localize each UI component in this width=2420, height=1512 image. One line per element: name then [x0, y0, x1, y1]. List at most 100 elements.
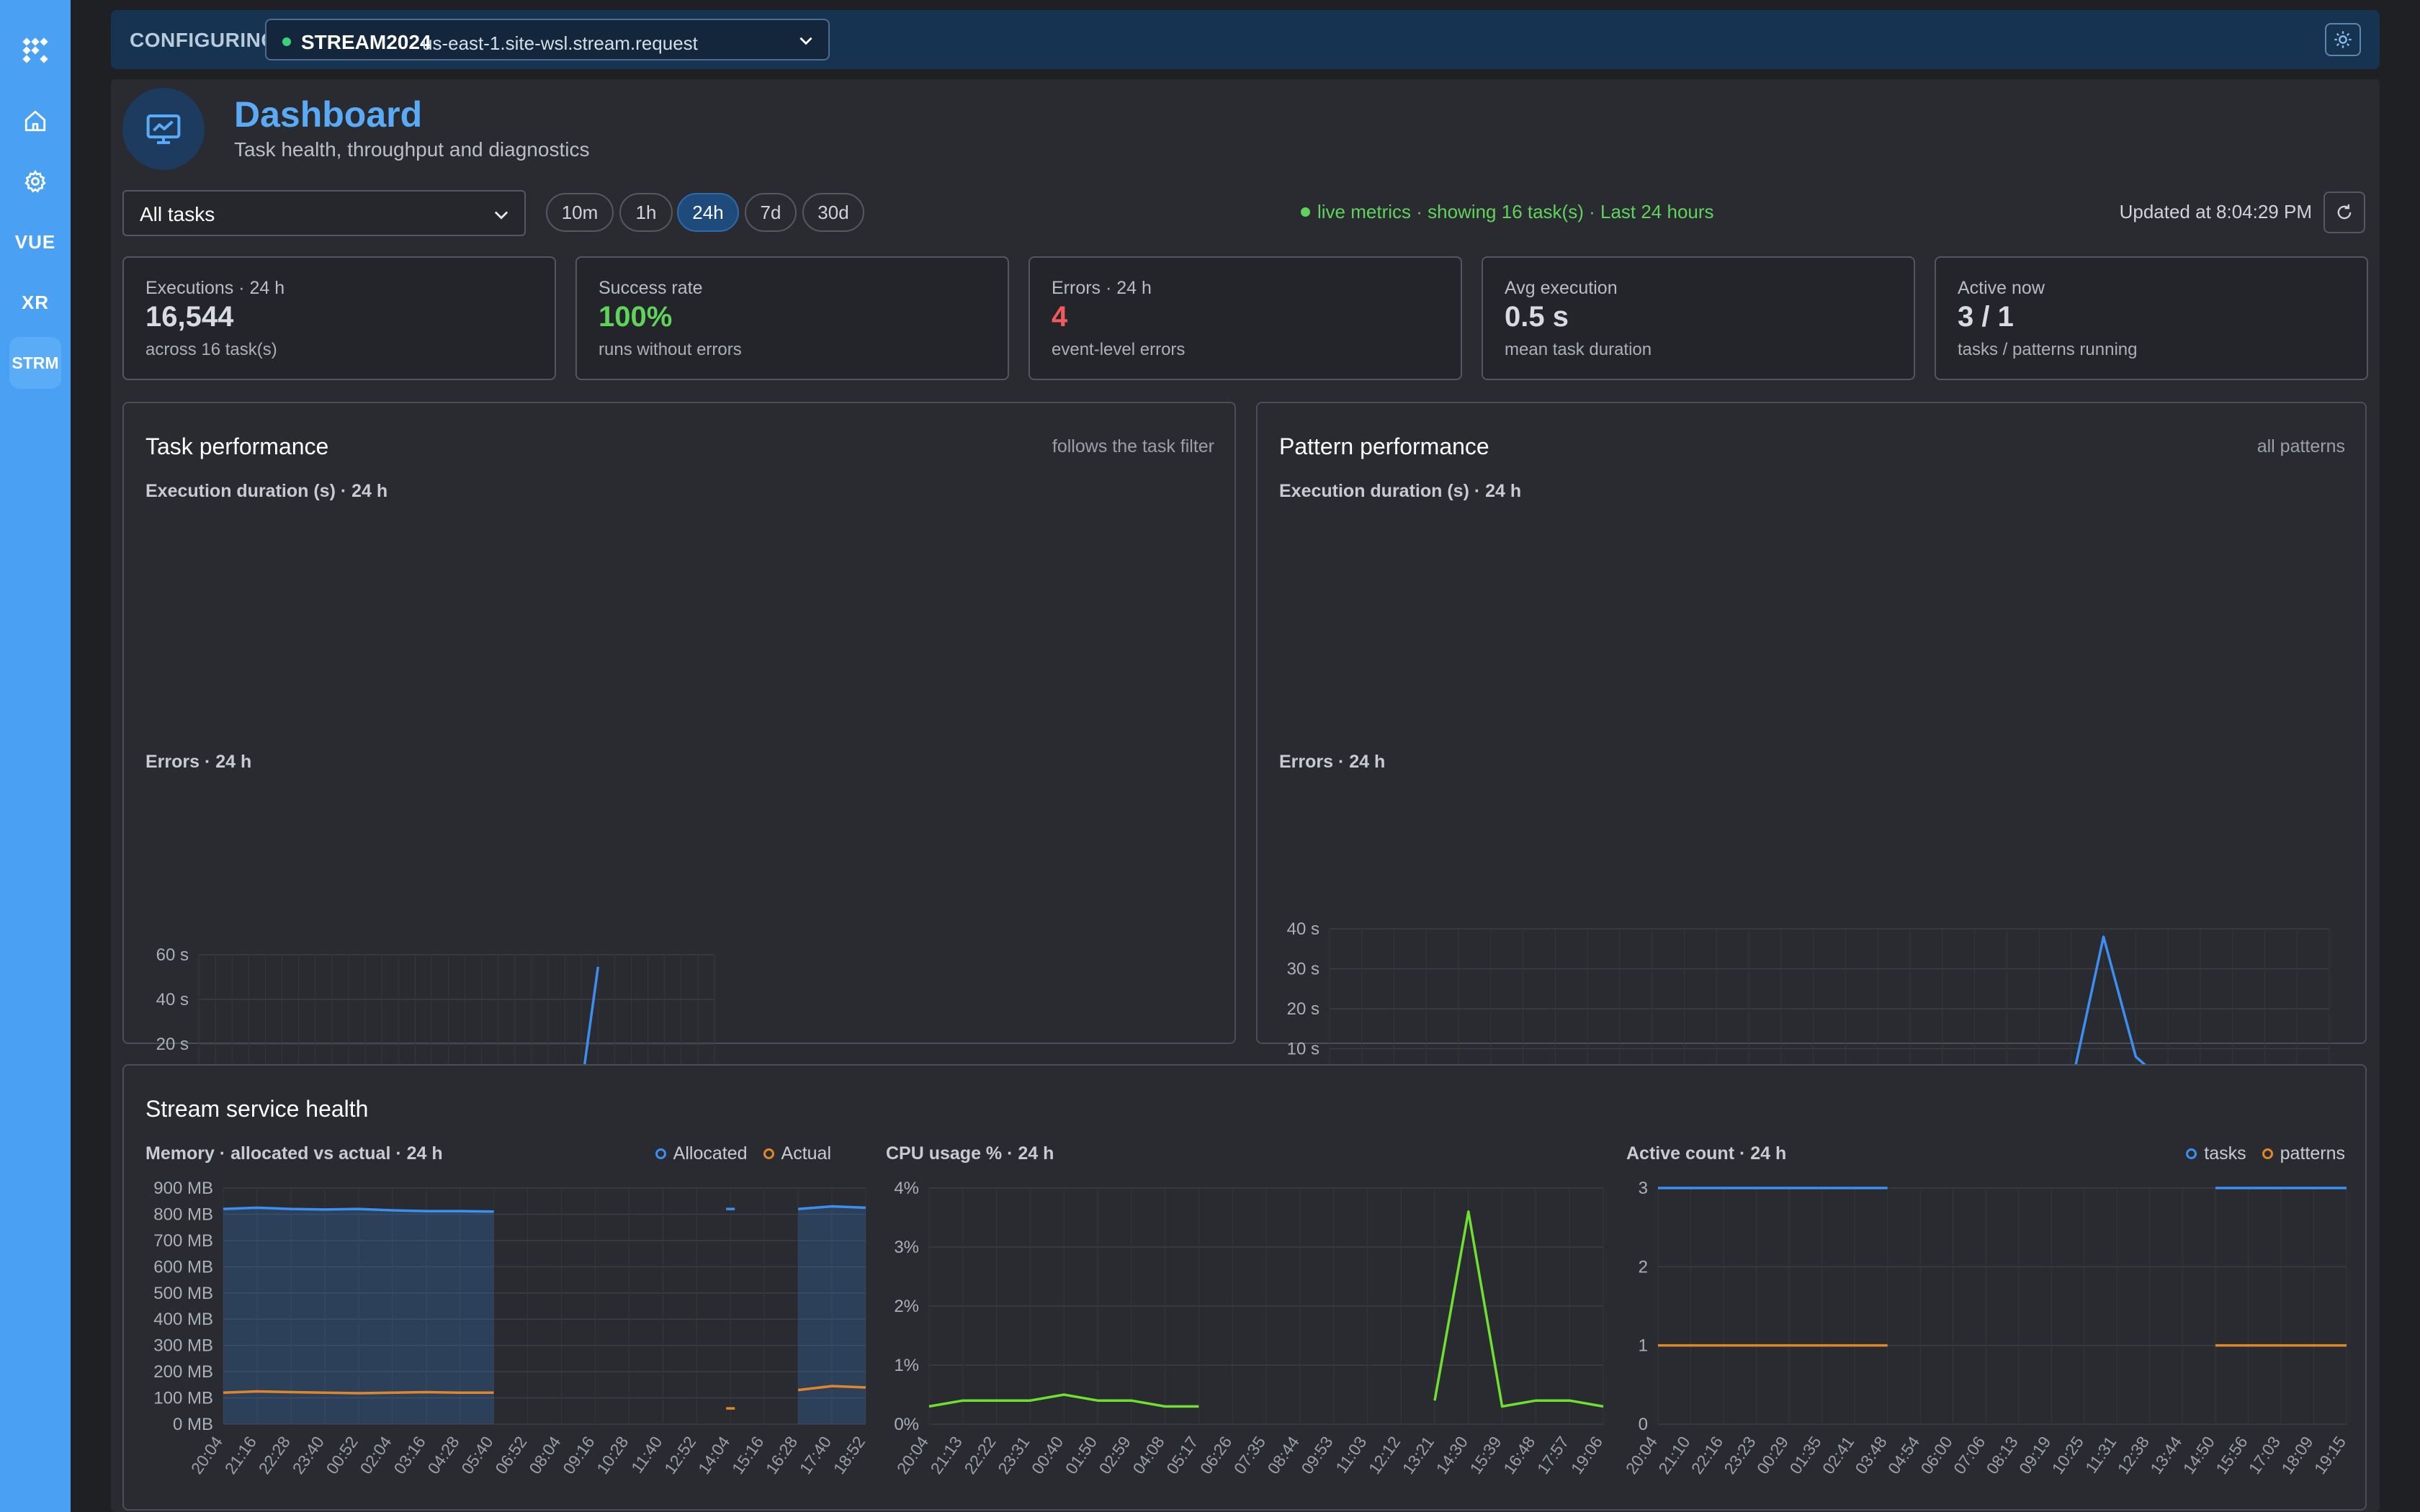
logo-icon[interactable]: [9, 24, 61, 76]
panel-title: Stream service health: [145, 1096, 369, 1122]
sidebar-item-xr[interactable]: XR: [9, 276, 61, 328]
page-subtitle: Task health, throughput and diagnostics: [234, 138, 590, 161]
series-line: [928, 1393, 1199, 1408]
top-bar: CONFIGURING STREAM2024 us-east-1.site-ws…: [111, 10, 2380, 69]
active-count-chart: 012320:0421:1022:1623:2300:2901:3502:410…: [1622, 1179, 2349, 1477]
active-count-legend: tasks patterns: [2170, 1143, 2345, 1164]
range-24h-button[interactable]: 24h: [677, 193, 739, 232]
legend-marker: [655, 1148, 666, 1159]
y-tick-label: 2%: [894, 1297, 919, 1316]
x-tick-label: 01:35: [1785, 1433, 1824, 1477]
x-tick-label: 07:06: [1950, 1433, 1989, 1477]
panel-note: all patterns: [2257, 436, 2345, 456]
x-tick-label: 00:29: [1753, 1433, 1792, 1477]
area-fill: [798, 1206, 866, 1424]
sidebar-item-vue[interactable]: VUE: [9, 216, 61, 268]
stat-value: 3 / 1: [1958, 301, 2014, 333]
sidebar-item-label: STRM: [12, 353, 59, 372]
y-tick-label: 20 s: [156, 1035, 189, 1054]
chevron-down-icon: [494, 211, 508, 220]
x-tick-label: 08:13: [1983, 1433, 2022, 1477]
memory-chart: 0 MB 100 MB 200 MB 300 MB 400 MB 500 MB 600 MB…: [153, 1179, 869, 1477]
x-tick-label: 18:09: [2277, 1433, 2316, 1477]
sidebar-item-strm[interactable]: STRM: [9, 337, 61, 389]
stat-label: Active now: [1958, 278, 2045, 298]
updated-timestamp: Updated at 8:04:29 PM: [2119, 201, 2312, 222]
x-tick-label: 15:56: [2212, 1433, 2251, 1477]
y-tick-label: 40 s: [1287, 919, 1319, 939]
x-tick-label: 19:15: [2311, 1433, 2349, 1477]
legend-patterns: patterns: [2262, 1143, 2345, 1164]
chevron-down-icon: [799, 37, 812, 45]
y-tick-label: 0 MB: [173, 1415, 213, 1434]
sidebar: VUE XR STRM: [0, 0, 71, 1512]
stat-card-active-now: Active now 3 / 1 tasks / patterns runnin…: [1935, 256, 2368, 380]
task-filter-value: All tasks: [140, 203, 215, 225]
refresh-icon: [2337, 204, 2352, 220]
y-tick-label: 3%: [894, 1238, 919, 1257]
legend-label: Allocated: [673, 1143, 748, 1164]
range-1h-button[interactable]: 1h: [619, 193, 673, 232]
stat-card-avg-execution: Avg execution 0.5 s mean task duration: [1482, 256, 1915, 380]
home-icon[interactable]: [9, 95, 61, 147]
series-line: [797, 1385, 866, 1392]
task-performance-panel: Task performance follows the task filter…: [122, 402, 1236, 1413]
series-line: [223, 1206, 494, 1213]
chart-title: CPU usage % · 24 h: [886, 1143, 1054, 1164]
legend-label: tasks: [2204, 1143, 2246, 1164]
stat-sub: across 16 task(s): [145, 340, 277, 359]
live-dot: [1301, 207, 1310, 217]
page-title: Dashboard: [234, 94, 423, 135]
environment-path: us-east-1.site-wsl.stream.request: [422, 32, 698, 54]
theme-toggle-button[interactable]: [2325, 23, 2361, 56]
legend-marker: [2262, 1148, 2273, 1159]
x-tick-label: 20:04: [1622, 1433, 1661, 1477]
stream-health-panel: Stream service health Memory · allocated…: [122, 1064, 2367, 1511]
range-30d-button[interactable]: 30d: [802, 193, 864, 232]
x-tick-label: 04:54: [1884, 1433, 1923, 1477]
stat-card-success-rate: Success rate 100% runs without errors: [575, 256, 1009, 380]
stat-label: Avg execution: [1505, 278, 1618, 298]
legend-marker: [763, 1148, 774, 1159]
legend-tasks: tasks: [2186, 1143, 2246, 1164]
refresh-button[interactable]: [2323, 192, 2365, 233]
legend-label: patterns: [2280, 1143, 2345, 1164]
task-filter-select[interactable]: All tasks: [122, 190, 526, 236]
range-10m-button[interactable]: 10m: [546, 193, 614, 232]
gear-icon[interactable]: [9, 156, 61, 207]
environment-select[interactable]: STREAM2024 us-east-1.site-wsl.stream.req…: [265, 19, 830, 60]
legend-allocated: Allocated: [655, 1143, 748, 1164]
y-tick-label: 0: [1639, 1415, 1648, 1434]
sun-icon: [2334, 31, 2352, 48]
chart-title: Active count · 24 h: [1626, 1143, 1787, 1164]
stat-value: 100%: [599, 301, 673, 333]
panel-note: follows the task filter: [1052, 436, 1214, 456]
stat-label: Errors · 24 h: [1052, 278, 1152, 298]
x-tick-label: 14:50: [2179, 1433, 2218, 1477]
x-tick-label: 09:19: [2015, 1433, 2054, 1477]
y-tick-label: 600 MB: [153, 1257, 213, 1277]
chart-title: Errors · 24 h: [145, 752, 252, 772]
area-fill: [223, 1207, 494, 1424]
panel-title: Task performance: [145, 433, 329, 459]
y-tick-label: 30 s: [1287, 960, 1319, 979]
stat-label: Success rate: [599, 278, 703, 298]
x-tick-label: 22:16: [1688, 1433, 1726, 1477]
chart-title: Errors · 24 h: [1279, 752, 1386, 772]
x-tick-label: 17:03: [2245, 1433, 2284, 1477]
y-tick-label: 2: [1639, 1257, 1648, 1277]
stat-value: 0.5 s: [1505, 301, 1569, 333]
range-7d-button[interactable]: 7d: [745, 193, 797, 232]
x-tick-label: 23:23: [1720, 1433, 1759, 1477]
legend-actual: Actual: [763, 1143, 831, 1164]
y-tick-label: 400 MB: [153, 1310, 213, 1329]
chart-title: Memory · allocated vs actual · 24 h: [145, 1143, 443, 1164]
y-tick-label: 10 s: [1287, 1040, 1319, 1059]
sidebar-item-label: XR: [21, 291, 50, 313]
x-tick-label: 02:41: [1819, 1433, 1857, 1477]
y-tick-label: 800 MB: [153, 1205, 213, 1224]
y-tick-label: 3: [1639, 1179, 1648, 1198]
y-tick-label: 100 MB: [153, 1389, 213, 1408]
series-line: [797, 1205, 866, 1210]
stat-card-errors: Errors · 24 h 4 event-level errors: [1028, 256, 1462, 380]
